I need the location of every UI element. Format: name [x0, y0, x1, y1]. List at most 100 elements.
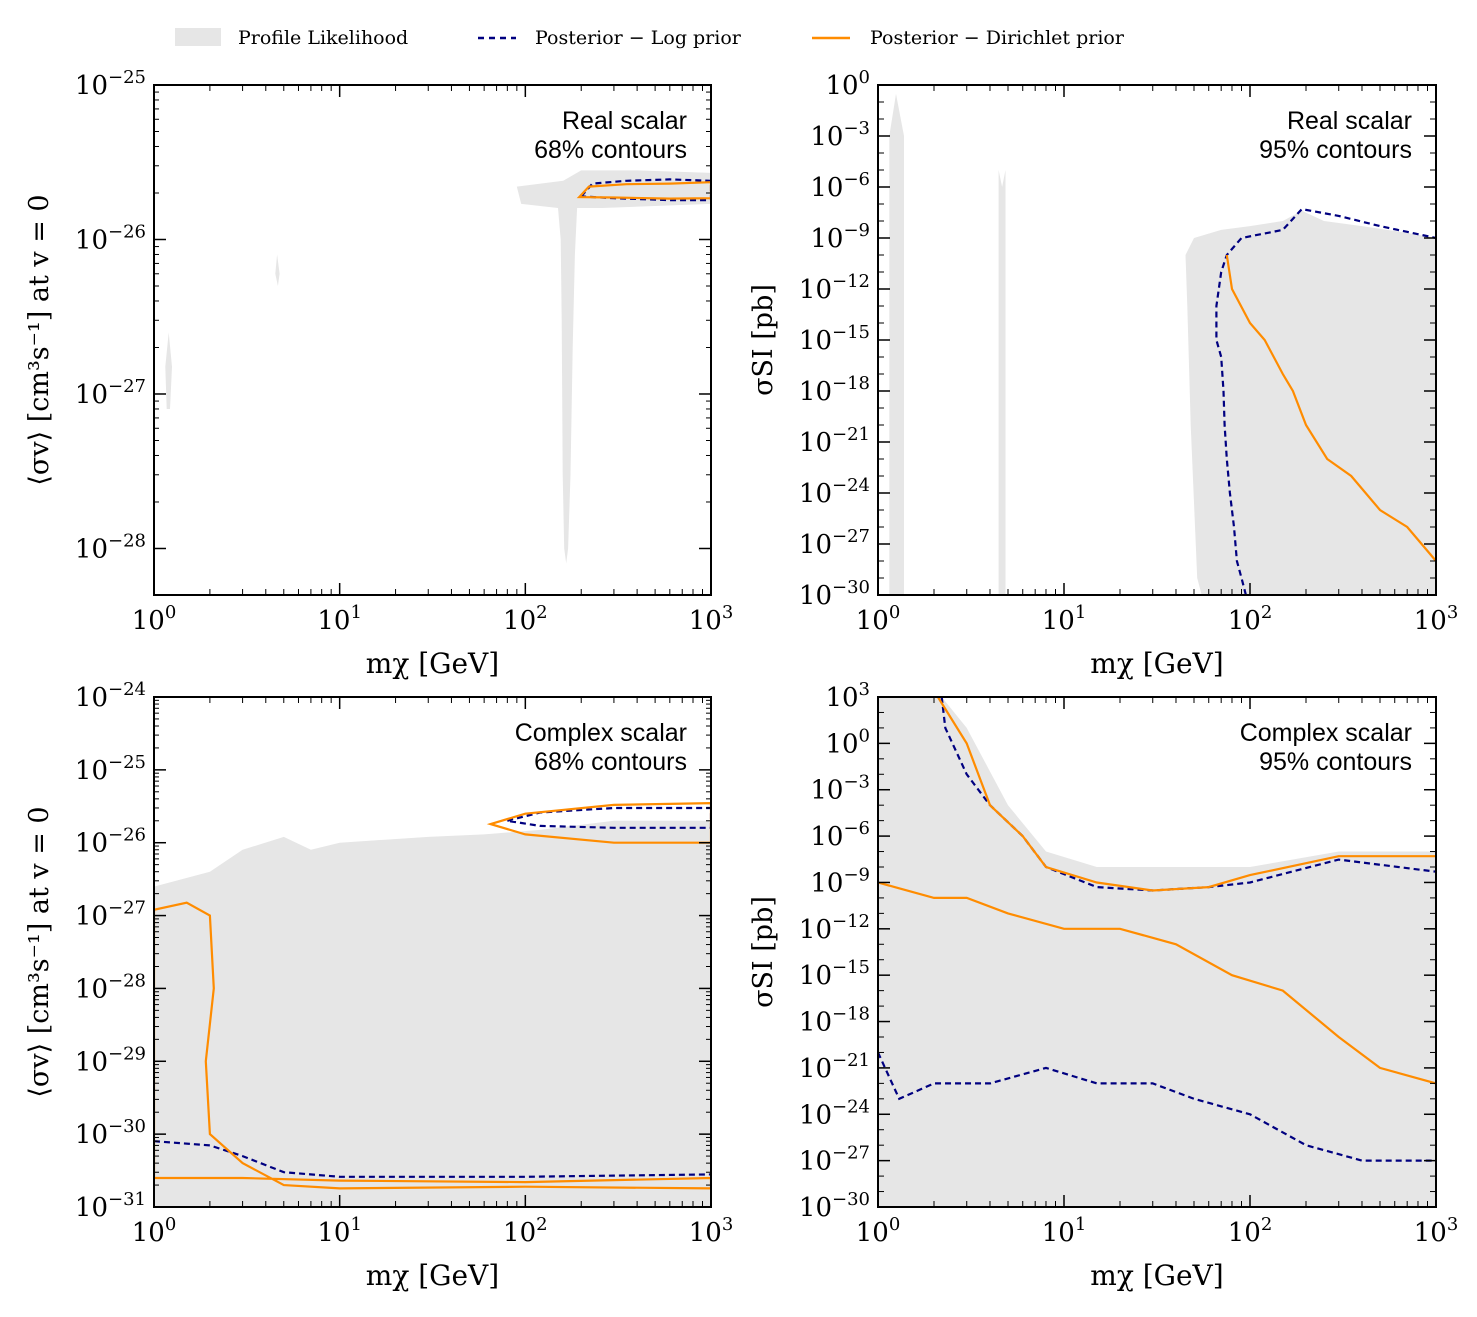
axes-frame: [153, 84, 712, 596]
y-tick-label: 10−29: [75, 1043, 146, 1077]
dirichlet-prior-contour: [154, 901, 711, 1190]
y-axis: 10−31 10−30 10−29 10−28 10−27 10−26 10−25 10−24: [75, 679, 711, 1223]
profile-likelihood-region: [516, 170, 711, 564]
y-tick-label: 10−30: [75, 1116, 146, 1150]
y-tick-label: 10−30: [799, 1189, 870, 1223]
dirichlet-prior-contour: [936, 697, 1436, 892]
y-tick-label: 10−3: [810, 118, 870, 152]
x-tick-label: 102: [503, 1214, 548, 1248]
x-axis-label: mχ [GeV]: [366, 1259, 499, 1292]
x-tick-label: 103: [689, 602, 734, 636]
panel-subtitle: 95% contours: [1259, 748, 1412, 776]
dirichlet-prior-contour: [576, 181, 711, 200]
dirichlet-prior-contour: [1225, 254, 1436, 562]
y-tick-label: 10−24: [799, 475, 870, 509]
panel-subtitle: 95% contours: [1259, 136, 1412, 164]
profile-likelihood-region: [878, 697, 1436, 1207]
x-tick-label: 101: [317, 1214, 362, 1248]
x-tick-label: 100: [856, 602, 901, 636]
y-tick-label: 10−21: [799, 1050, 870, 1084]
y-tick-label: 10−24: [799, 1096, 870, 1130]
y-tick-label: 10−6: [810, 169, 870, 203]
panel-complex-68: 100 101 102 103 10−31 10−30 10−29 10−28 10−27 10−…: [24, 679, 733, 1292]
x-tick-label: 103: [1414, 1214, 1459, 1248]
panel-subtitle: 68% contours: [534, 748, 687, 776]
legend-label-log-prior: Posterior − Log prior: [535, 27, 742, 49]
axes-frame: [877, 696, 1437, 1208]
x-axis-label: mχ [GeV]: [366, 647, 499, 680]
y-tick-label: 10−24: [75, 679, 146, 713]
panel-title: Complex scalar: [515, 719, 687, 747]
y-tick-label: 10−25: [75, 752, 146, 786]
profile-likelihood-region: [275, 254, 280, 286]
profile-likelihood-region: [165, 332, 172, 409]
y-tick-label: 10−15: [799, 322, 870, 356]
x-tick-label: 103: [689, 1214, 734, 1248]
panel-subtitle: 68% contours: [534, 136, 687, 164]
x-axis: 100 101 102 103: [856, 85, 1459, 636]
legend-swatch-profile: [175, 28, 221, 46]
y-tick-label: 10−21: [799, 424, 870, 458]
x-axis: 100 101 102 103: [856, 697, 1459, 1248]
y-tick-label: 10−6: [810, 818, 870, 852]
x-tick-label: 100: [856, 1214, 901, 1248]
dirichlet-prior-contour: [486, 801, 711, 844]
y-tick-label: 100: [825, 67, 870, 101]
y-tick-label: 10−26: [75, 221, 146, 255]
profile-likelihood-region: [154, 820, 711, 1207]
plot-area: [889, 93, 1436, 595]
axes-frame: [153, 696, 712, 1208]
y-tick-label: 10−28: [75, 970, 146, 1004]
y-axis-label: ⟨σv⟩ [cm³s⁻¹] at v = 0: [24, 194, 55, 485]
x-axis-label: mχ [GeV]: [1090, 647, 1223, 680]
legend-label-dirichlet: Posterior − Dirichlet prior: [870, 27, 1125, 49]
log-prior-contour: [878, 1052, 1436, 1162]
y-axis: 10−30 10−27 10−24 10−21 10−18 10−15 10−12 10−9 1…: [799, 679, 1436, 1223]
panel-title: Complex scalar: [1240, 719, 1412, 747]
x-tick-label: 103: [1414, 602, 1459, 636]
y-tick-label: 10−15: [799, 957, 870, 991]
y-tick-label: 10−27: [799, 526, 870, 560]
log-prior-contour: [507, 806, 711, 829]
y-tick-label: 10−25: [75, 67, 146, 101]
y-tick-label: 10−18: [799, 373, 870, 407]
y-axis: 10−30 10−27 10−24 10−21 10−18 10−15 10−12 10−9 1…: [799, 67, 1436, 611]
log-prior-contour: [940, 697, 1436, 892]
y-tick-label: 10−27: [75, 376, 146, 410]
x-tick-label: 102: [1228, 602, 1273, 636]
log-prior-contour: [154, 1140, 711, 1178]
x-tick-label: 101: [1042, 1214, 1087, 1248]
y-axis-label: σSI [pb]: [748, 284, 779, 396]
y-tick-label: 10−12: [799, 271, 870, 305]
legend: Profile Likelihood Posterior − Log prior…: [175, 27, 1125, 49]
x-axis-label: mχ [GeV]: [1090, 1259, 1223, 1292]
y-axis: 10−28 10−27 10−26 10−25: [75, 67, 711, 564]
y-tick-label: 10−12: [799, 911, 870, 945]
x-tick-label: 100: [132, 1214, 177, 1248]
y-tick-label: 10−31: [75, 1189, 146, 1223]
y-axis-label: ⟨σv⟩ [cm³s⁻¹] at v = 0: [24, 806, 55, 1097]
panel-title: Real scalar: [562, 107, 687, 135]
plot-area: [154, 801, 711, 1207]
y-tick-label: 10−27: [75, 898, 146, 932]
x-axis: 100 101 102 103: [132, 697, 734, 1248]
x-axis: 100 101 102 103: [132, 85, 734, 636]
plot-area: [165, 170, 711, 564]
panel-real-68: 100 101 102 103 10−28 10−27 10−26 10−25 mχ [GeV]…: [24, 67, 733, 680]
y-tick-label: 10−27: [799, 1143, 870, 1177]
plot-area: [878, 697, 1436, 1207]
panel-real-95: 100 101 102 10310−3010−2710−2410−2110−1810−…: [748, 67, 1458, 680]
y-tick-label: 10−30: [799, 577, 870, 611]
legend-label-profile: Profile Likelihood: [238, 27, 408, 49]
x-tick-label: 102: [503, 602, 548, 636]
profile-likelihood-region: [998, 170, 1006, 595]
dirichlet-prior-contour: [878, 881, 1436, 1085]
y-tick-label: 10−18: [799, 1004, 870, 1038]
y-tick-label: 10−9: [810, 864, 870, 898]
panel-complex-95: 100 101 102 10310−3010−2710−2410−2110−1810−…: [748, 679, 1458, 1292]
y-tick-label: 100: [825, 725, 870, 759]
y-tick-label: 10−28: [75, 530, 146, 564]
x-tick-label: 101: [1042, 602, 1087, 636]
y-tick-label: 10−9: [810, 220, 870, 254]
